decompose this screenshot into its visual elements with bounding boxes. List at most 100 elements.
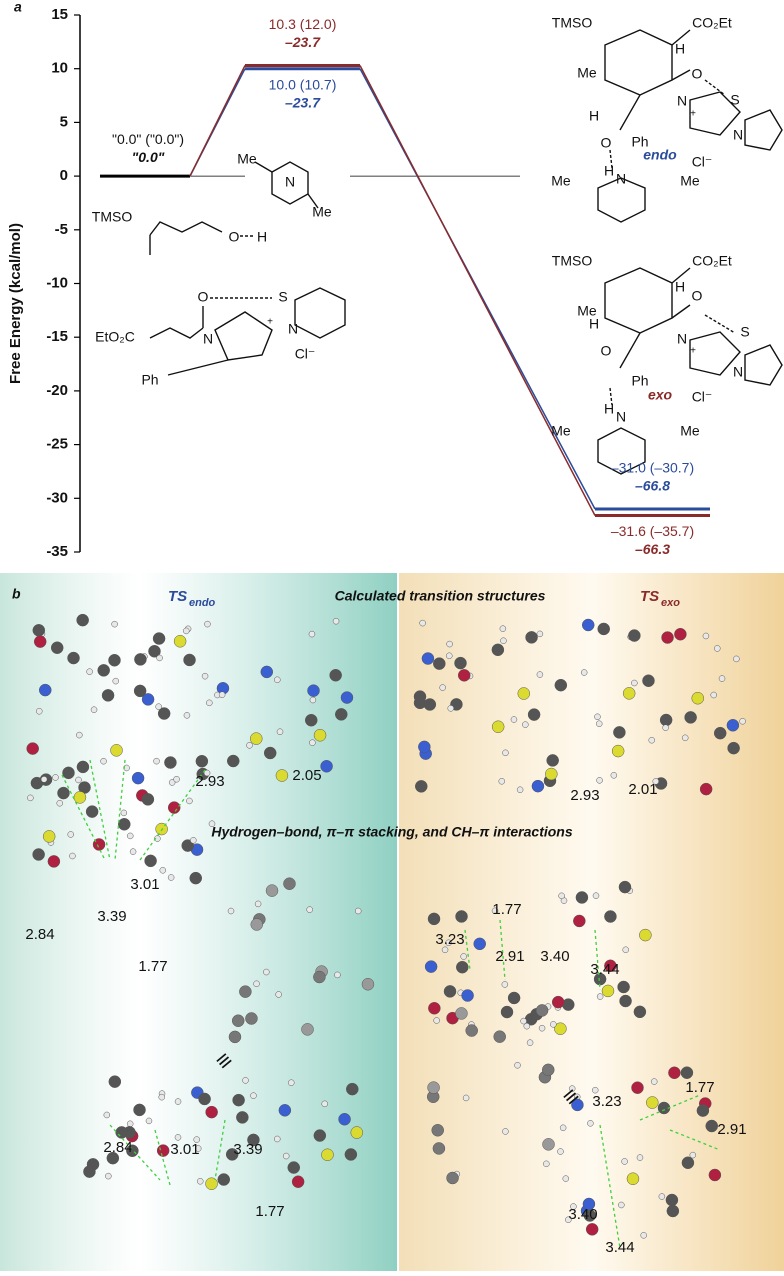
atom [239,985,252,998]
atom [90,706,98,713]
atom [516,786,524,794]
atom [443,985,457,998]
atom [120,809,128,817]
atom [115,1126,128,1139]
atom [596,993,604,1000]
structure-label: Cl⁻ [692,154,713,170]
structure-label: H [675,41,685,57]
structure-label: Me [577,65,597,81]
atom [710,691,717,699]
atom [639,928,652,942]
atom [218,691,226,698]
atom [708,1168,722,1182]
atom [546,754,559,767]
atom [622,946,629,954]
atom [275,991,282,998]
ts-subscript: endo [189,597,216,609]
structure-label: EtO₂C [95,329,135,345]
connector [189,65,246,177]
atom [321,1100,328,1108]
atom [696,1104,710,1117]
atom [354,907,362,915]
atom [225,1148,239,1161]
atom [542,1138,555,1151]
atom [718,675,726,682]
ts-label: TS [640,588,659,605]
connector [359,65,596,516]
structure-label: N [288,321,298,337]
atom [204,620,211,628]
atom [76,731,83,739]
y-axis-label: Free Energy (kcal/mol) [7,223,24,384]
y-tick-label: -15 [46,328,68,345]
structure-label: S [278,289,287,305]
atom [568,1085,576,1092]
distance-label: 3.40 [568,1206,597,1223]
atom [227,907,235,915]
atom [197,1178,204,1185]
structure-label: CO₂Et [692,15,732,31]
atom [559,1124,567,1132]
atom [350,1126,364,1139]
atom [658,1193,666,1200]
structure-label: Ph [141,372,158,388]
atom [265,884,279,897]
atom [595,720,603,727]
atom [253,980,260,988]
atom [73,791,87,804]
atom [699,782,713,796]
atom [604,959,617,973]
structure-label: N [203,331,213,347]
y-tick-label: -20 [46,382,68,399]
value-label: 10.0 (10.7) [269,76,337,92]
y-tick-label: 10 [51,60,68,77]
atom [661,631,674,644]
atom [527,708,541,721]
atom [141,793,155,806]
start-label: "0.0" ("0.0") [112,131,184,147]
atom [157,707,171,720]
structure-label: Me [680,423,700,439]
atom [423,698,437,711]
atom [621,1158,628,1165]
y-tick-label: 0 [60,167,68,184]
atom [195,754,209,768]
structure-label: H [257,229,267,245]
atom [181,839,194,852]
atom [309,696,317,704]
atom [36,708,43,715]
atom [419,619,426,627]
structure-label: N [677,93,687,109]
atom [674,627,687,641]
atom [713,726,727,740]
atom [500,1005,514,1019]
atom [662,724,669,731]
structure-label: + [267,317,273,328]
atom [250,1092,257,1099]
atom [727,741,740,755]
atom [646,1096,659,1109]
atom [205,1105,218,1119]
atom [26,742,39,755]
atom [456,960,469,974]
atom [454,656,467,670]
structure-label: Cl⁻ [692,389,713,405]
atom [705,1119,718,1133]
atom [183,712,191,719]
atom [159,867,167,874]
y-tick-label: -10 [46,274,68,291]
atom [332,617,340,625]
atom [250,732,263,745]
atom [424,960,438,973]
atom [587,1120,594,1127]
secondary-label: –66.8 [635,478,670,494]
atom [507,991,521,1005]
atom [227,754,240,768]
atom [543,1160,550,1168]
atom [108,653,121,667]
value-label: 10.3 (12.0) [269,16,337,32]
atom [681,1156,695,1170]
structure-label: Me [551,423,571,439]
atom [611,744,625,758]
